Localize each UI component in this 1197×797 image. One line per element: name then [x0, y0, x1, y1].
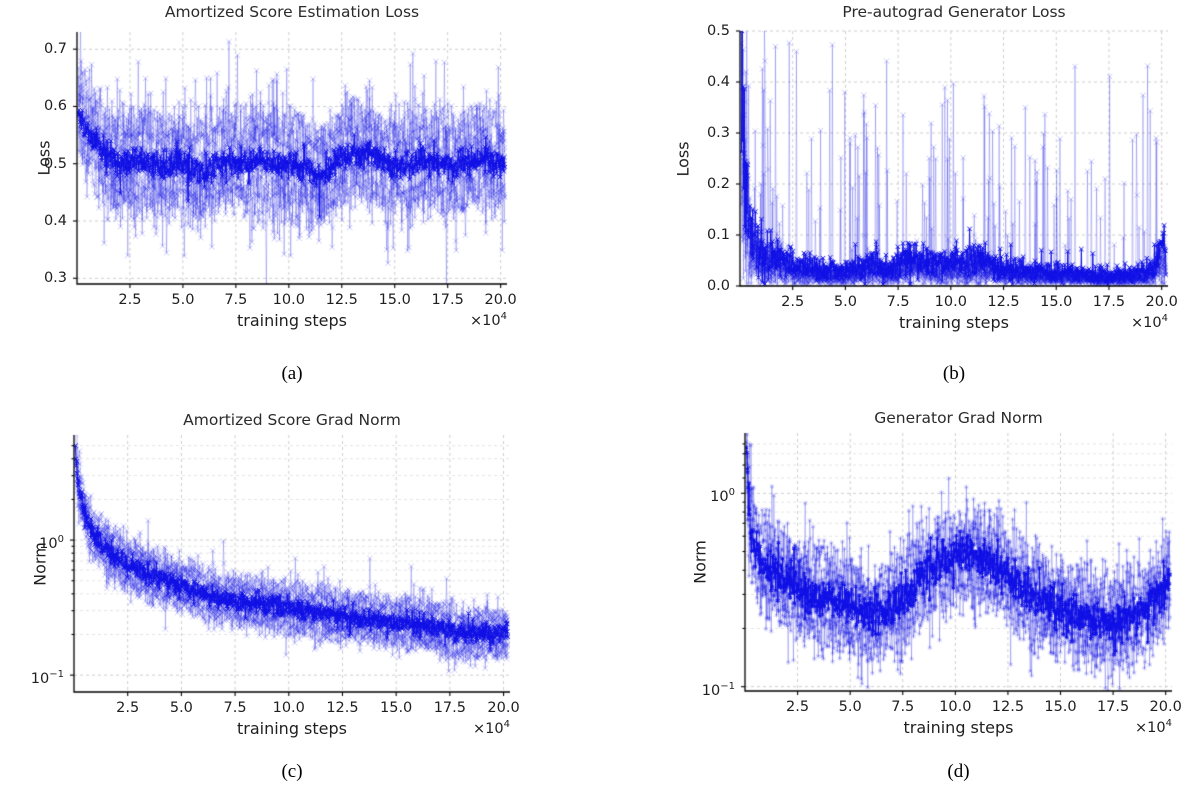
- x-tick-label: 10.0: [272, 292, 305, 308]
- x-tick-label: 7.5: [891, 699, 915, 715]
- subplot-d: Generator Grad Norm Norm training steps …: [598, 390, 1197, 797]
- x-tick-label: 20.0: [1149, 699, 1182, 715]
- x-tick-label: 2.5: [786, 699, 810, 715]
- y-tick-label: 0.2: [706, 176, 730, 192]
- subplot-c: Amortized Score Grad Norm Norm training …: [0, 390, 598, 797]
- x-tick-label: 5.0: [833, 294, 857, 310]
- y-tick-label: 0.6: [43, 98, 67, 115]
- y-tick-label: 0.3: [706, 125, 730, 141]
- y-tick-label: 10−1: [701, 680, 735, 699]
- x-tick-label: 7.5: [886, 294, 910, 310]
- x-tick-label: 15.0: [380, 700, 413, 716]
- y-tick-label: 0.1: [706, 227, 730, 243]
- x-tick-label: 10.0: [272, 700, 305, 716]
- x-tick-label: 17.5: [433, 700, 466, 716]
- x-tick-label: 5.0: [169, 700, 193, 716]
- x-tick-label: 7.5: [223, 700, 247, 716]
- y-tick-label: 0.3: [43, 270, 67, 287]
- x-tick-label: 10.0: [939, 699, 972, 715]
- x-tick-label: 17.5: [431, 292, 464, 308]
- x-axis-label-a: training steps: [236, 311, 347, 330]
- x-tick-label: 20.0: [484, 292, 517, 308]
- subplot-a: Amortized Score Estimation Loss Loss tra…: [0, 0, 598, 390]
- x-tick-label: 15.0: [378, 292, 411, 308]
- x-axis-offset-b: ×104: [1131, 313, 1168, 331]
- y-tick-label: 0.5: [706, 23, 730, 39]
- y-tick-label: 0.7: [43, 41, 67, 58]
- plot-title-d: Generator Grad Norm: [874, 409, 1043, 427]
- subplot-caption-d: (d): [947, 761, 970, 782]
- x-tick-label: 10.0: [934, 294, 967, 310]
- subplot-b: Pre-autograd Generator Loss Loss trainin…: [598, 0, 1197, 390]
- plot-canvas-a: [0, 0, 598, 390]
- x-tick-label: 7.5: [224, 292, 248, 308]
- x-tick-label: 2.5: [116, 700, 140, 716]
- x-tick-label: 20.0: [487, 700, 520, 716]
- plot-title-b: Pre-autograd Generator Loss: [842, 3, 1066, 21]
- x-tick-label: 17.5: [1092, 294, 1126, 310]
- y-tick-label: 0.5: [43, 155, 67, 172]
- y-tick-label: 0.4: [706, 74, 730, 90]
- x-tick-label: 5.0: [838, 699, 862, 715]
- x-tick-label: 15.0: [1040, 294, 1073, 310]
- y-tick-label: 0.4: [43, 213, 67, 229]
- x-tick-label: 12.5: [326, 700, 359, 716]
- x-axis-offset-a: ×104: [470, 311, 507, 329]
- subplot-caption-b: (b): [942, 363, 966, 384]
- y-tick-label: 100: [39, 534, 64, 552]
- y-tick-label: 100: [710, 487, 735, 506]
- plot-canvas-c: [0, 390, 598, 797]
- y-axis-label-b: Loss: [673, 140, 693, 177]
- plot-title-c: Amortized Score Grad Norm: [183, 411, 401, 429]
- plot-title-a: Amortized Score Estimation Loss: [164, 3, 420, 21]
- x-axis-label-d: training steps: [903, 718, 1014, 737]
- x-axis-label-b: training steps: [898, 313, 1009, 332]
- x-tick-label: 2.5: [781, 294, 805, 310]
- subplot-caption-a: (a): [281, 363, 303, 384]
- x-tick-label: 17.5: [1096, 699, 1130, 715]
- subplot-caption-c: (c): [281, 761, 303, 782]
- x-axis-offset-d: ×104: [1135, 718, 1172, 736]
- plot-canvas-b: [598, 0, 1197, 390]
- x-axis-label-c: training steps: [236, 719, 347, 738]
- x-tick-label: 12.5: [987, 294, 1020, 310]
- y-tick-label: 10−1: [30, 669, 64, 687]
- x-tick-label: 20.0: [1145, 294, 1178, 310]
- x-tick-label: 5.0: [171, 292, 195, 308]
- x-axis-offset-c: ×104: [473, 719, 510, 737]
- x-tick-label: 2.5: [118, 292, 142, 308]
- x-tick-label: 12.5: [325, 292, 358, 308]
- plot-canvas-d: [598, 390, 1197, 797]
- x-tick-label: 15.0: [1044, 699, 1077, 715]
- x-tick-label: 12.5: [991, 699, 1025, 715]
- y-tick-label: 0.0: [706, 278, 730, 294]
- y-axis-label-d: Norm: [690, 540, 710, 584]
